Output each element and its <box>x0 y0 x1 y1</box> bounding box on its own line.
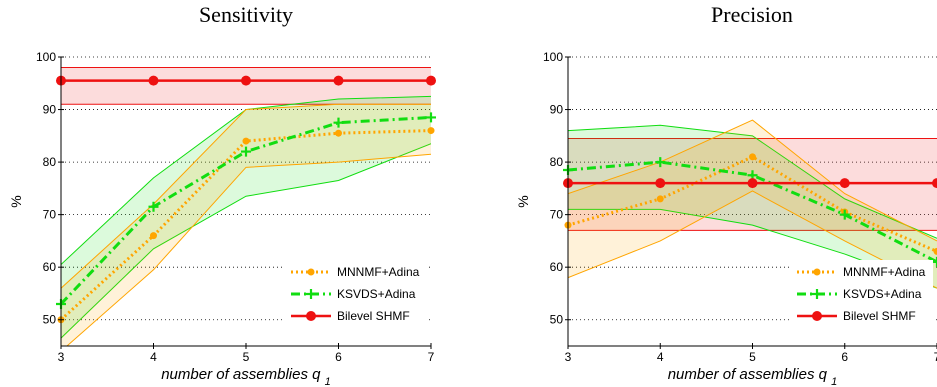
data-point <box>932 178 937 189</box>
data-point <box>427 127 435 135</box>
data-point <box>333 75 344 86</box>
x-tick-label: 7 <box>428 350 435 364</box>
data-point <box>655 178 666 189</box>
chart-title: Sensitivity <box>199 2 293 27</box>
data-point <box>426 75 436 86</box>
y-tick-label: 50 <box>550 313 564 327</box>
legend-marker <box>307 268 315 276</box>
data-point <box>933 247 937 255</box>
data-point <box>148 75 159 86</box>
legend-marker <box>812 289 822 299</box>
y-tick-label: 90 <box>43 103 57 117</box>
band-lower-line <box>568 190 937 289</box>
y-axis-label: % <box>8 195 24 207</box>
x-axis-label-subscript: 1 <box>831 376 837 387</box>
sensitivity-panel: Sensitivity 50 60 70 80 90 100 3 4 5 6 7% number of … <box>8 2 436 387</box>
data-point <box>932 256 937 267</box>
legend-label: KSVDS+Adina <box>337 287 416 301</box>
x-tick-label: 4 <box>150 350 157 364</box>
precision-panel: Precision 50 60 70 80 90 100 3 4 5 6 7% number of as… <box>515 2 937 387</box>
data-point <box>150 232 157 240</box>
legend-label: MNNMF+Adina <box>843 265 926 279</box>
x-tick-label: 4 <box>657 350 664 364</box>
legend-marker <box>306 311 316 321</box>
data-point <box>839 178 850 189</box>
series-line <box>61 129 431 321</box>
y-tick-label: 80 <box>550 155 564 169</box>
legend-marker <box>813 268 821 276</box>
data-point <box>241 75 251 86</box>
y-axis-label: % <box>515 195 531 207</box>
legend-label: KSVDS+Adina <box>843 287 922 301</box>
legend-label: Bilevel SHMF <box>843 309 916 323</box>
y-tick-label: 100 <box>36 50 56 64</box>
y-tick-label: 50 <box>43 313 57 327</box>
legend-label: MNNMF+Adina <box>337 265 420 279</box>
data-point <box>655 157 666 168</box>
x-tick-label: 3 <box>565 350 572 364</box>
chart-title: Precision <box>711 2 793 27</box>
x-axis-label: number of assemblies q 1 <box>668 366 838 387</box>
data-point <box>241 146 251 157</box>
x-tick-label: 3 <box>58 350 65 364</box>
data-point <box>747 178 758 189</box>
data-point <box>335 129 342 137</box>
band-upper-line <box>568 119 937 242</box>
legend-marker <box>812 311 822 321</box>
data-point <box>148 201 159 212</box>
y-tick-label: 70 <box>43 208 57 222</box>
band-lower-line <box>61 143 431 339</box>
x-tick-label: 7 <box>934 350 937 364</box>
x-tick-label: 5 <box>749 350 756 364</box>
y-tick-label: 70 <box>550 208 564 222</box>
data-point <box>333 117 344 128</box>
legend-label: Bilevel SHMF <box>337 309 410 323</box>
x-axis-label-subscript: 1 <box>325 376 331 387</box>
confidence-band <box>61 96 431 339</box>
data-point <box>656 195 664 203</box>
data-point <box>426 112 436 123</box>
band-upper-line <box>568 124 937 239</box>
data-point <box>749 153 756 161</box>
x-tick-label: 5 <box>243 350 250 364</box>
y-tick-label: 60 <box>43 260 57 274</box>
band-upper-line <box>61 103 431 289</box>
data-point <box>242 137 250 145</box>
data-point <box>839 209 850 220</box>
y-tick-label: 90 <box>550 103 564 117</box>
y-tick-label: 100 <box>543 50 563 64</box>
band-lower-line <box>66 153 431 346</box>
x-tick-label: 6 <box>335 350 342 364</box>
x-tick-label: 6 <box>841 350 848 364</box>
y-tick-label: 80 <box>43 155 57 169</box>
y-tick-label: 60 <box>550 260 564 274</box>
legend-marker <box>306 289 316 299</box>
x-axis-label: number of assemblies q 1 <box>161 366 331 387</box>
